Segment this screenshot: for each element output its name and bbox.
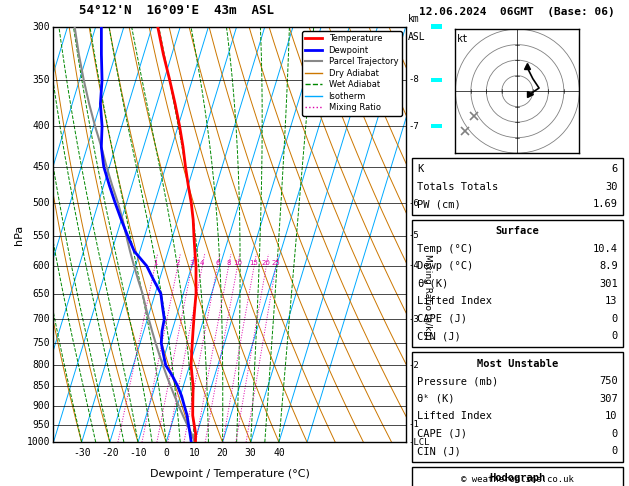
Text: Lifted Index: Lifted Index	[417, 296, 492, 306]
Text: 25: 25	[272, 260, 281, 266]
Text: 400: 400	[33, 121, 50, 131]
Text: 10.4: 10.4	[593, 244, 618, 254]
Text: 800: 800	[33, 360, 50, 370]
Text: 8: 8	[226, 260, 231, 266]
Text: 301: 301	[599, 279, 618, 289]
Text: 850: 850	[33, 381, 50, 391]
Text: -30: -30	[73, 448, 91, 458]
Text: -3: -3	[408, 314, 419, 324]
Text: 600: 600	[33, 261, 50, 271]
Text: 550: 550	[33, 231, 50, 241]
Text: Temp (°C): Temp (°C)	[417, 244, 473, 254]
Text: 500: 500	[33, 198, 50, 208]
Text: 0: 0	[611, 446, 618, 456]
Text: 900: 900	[33, 401, 50, 411]
Text: -8: -8	[408, 75, 419, 85]
Text: CIN (J): CIN (J)	[417, 331, 461, 341]
Text: Totals Totals: Totals Totals	[417, 182, 498, 191]
Text: -10: -10	[129, 448, 147, 458]
Text: 10: 10	[189, 448, 200, 458]
Text: -20: -20	[101, 448, 119, 458]
Text: 10: 10	[233, 260, 242, 266]
Text: Pressure (mb): Pressure (mb)	[417, 376, 498, 386]
Text: -1: -1	[408, 420, 419, 429]
Text: 1.69: 1.69	[593, 199, 618, 209]
Text: hPa: hPa	[14, 225, 24, 244]
Text: 30: 30	[605, 182, 618, 191]
Text: 1000: 1000	[27, 437, 50, 447]
Text: 10: 10	[605, 411, 618, 421]
Text: θᵏ(K): θᵏ(K)	[417, 279, 448, 289]
Text: Hodograph: Hodograph	[489, 473, 545, 483]
Text: -7: -7	[408, 122, 419, 131]
Text: 950: 950	[33, 419, 50, 430]
Text: 300: 300	[33, 22, 50, 32]
Text: 0: 0	[611, 429, 618, 438]
Text: 8.9: 8.9	[599, 261, 618, 271]
Text: 450: 450	[33, 162, 50, 172]
Text: θᵏ (K): θᵏ (K)	[417, 394, 455, 403]
Text: km: km	[408, 14, 420, 24]
Text: 350: 350	[33, 75, 50, 85]
Text: 0: 0	[611, 314, 618, 324]
Text: CAPE (J): CAPE (J)	[417, 314, 467, 324]
Text: 307: 307	[599, 394, 618, 403]
Text: kt: kt	[457, 34, 469, 44]
Legend: Temperature, Dewpoint, Parcel Trajectory, Dry Adiabat, Wet Adiabat, Isotherm, Mi: Temperature, Dewpoint, Parcel Trajectory…	[302, 31, 401, 116]
Text: Surface: Surface	[496, 226, 539, 236]
Text: Dewpoint / Temperature (°C): Dewpoint / Temperature (°C)	[150, 469, 309, 479]
Text: 6: 6	[611, 164, 618, 174]
Text: 13: 13	[605, 296, 618, 306]
Text: ASL: ASL	[408, 32, 426, 42]
Text: 2: 2	[175, 260, 180, 266]
Text: Mixing Ratio (g/kg): Mixing Ratio (g/kg)	[423, 254, 431, 340]
Text: Dewp (°C): Dewp (°C)	[417, 261, 473, 271]
Text: -2: -2	[408, 361, 419, 370]
Text: 20: 20	[262, 260, 270, 266]
Text: -4: -4	[408, 261, 419, 270]
Text: CAPE (J): CAPE (J)	[417, 429, 467, 438]
Text: PW (cm): PW (cm)	[417, 199, 461, 209]
Text: 3: 3	[190, 260, 194, 266]
Text: Most Unstable: Most Unstable	[477, 359, 558, 368]
Text: 750: 750	[33, 338, 50, 348]
Text: 700: 700	[33, 314, 50, 324]
Text: 0: 0	[611, 331, 618, 341]
Text: 40: 40	[273, 448, 285, 458]
Text: K: K	[417, 164, 423, 174]
Text: 0: 0	[164, 448, 169, 458]
Text: CIN (J): CIN (J)	[417, 446, 461, 456]
Text: -LCL: -LCL	[408, 438, 430, 447]
Text: 4: 4	[200, 260, 204, 266]
Text: 650: 650	[33, 289, 50, 298]
Text: Lifted Index: Lifted Index	[417, 411, 492, 421]
Text: 1: 1	[153, 260, 157, 266]
Text: 6: 6	[215, 260, 220, 266]
Text: 30: 30	[245, 448, 257, 458]
Text: 15: 15	[250, 260, 259, 266]
Text: -6: -6	[408, 199, 419, 208]
Text: -5: -5	[408, 231, 419, 241]
Text: 20: 20	[216, 448, 228, 458]
Text: 750: 750	[599, 376, 618, 386]
Text: © weatheronline.co.uk: © weatheronline.co.uk	[461, 474, 574, 484]
Text: 54°12'N  16°09'E  43m  ASL: 54°12'N 16°09'E 43m ASL	[79, 4, 274, 17]
Text: 12.06.2024  06GMT  (Base: 06): 12.06.2024 06GMT (Base: 06)	[420, 7, 615, 17]
